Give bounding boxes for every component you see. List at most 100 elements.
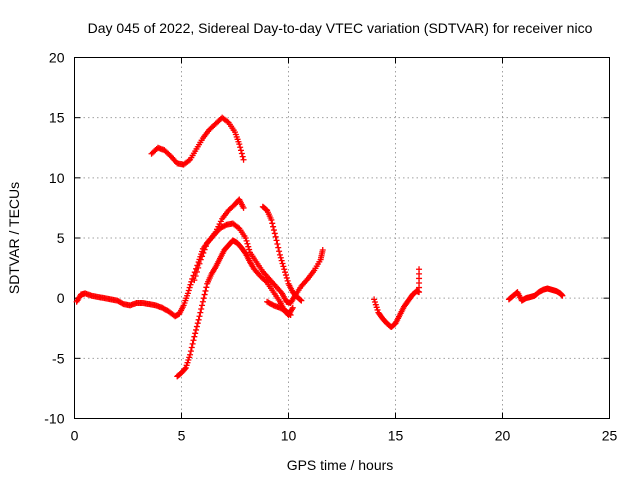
data-point xyxy=(190,337,197,344)
data-point xyxy=(237,147,244,154)
data-point xyxy=(274,241,281,248)
data-point xyxy=(199,302,206,309)
y-tick-label: -5 xyxy=(52,350,65,366)
data-point xyxy=(239,153,246,160)
data-point xyxy=(197,309,204,316)
data-point xyxy=(276,251,283,258)
data-point xyxy=(283,274,290,281)
data-point xyxy=(238,150,245,157)
data-point xyxy=(202,287,209,294)
axis-ticks xyxy=(74,57,610,419)
data-point xyxy=(198,305,205,312)
data-point xyxy=(289,304,296,311)
data-point xyxy=(284,277,291,284)
series-arc-15h xyxy=(371,266,423,331)
y-axis-title: SDTVAR / TECUs xyxy=(6,182,22,294)
data-point xyxy=(201,291,208,298)
data-point xyxy=(269,220,276,227)
data-point xyxy=(192,330,199,337)
data-point xyxy=(185,287,192,294)
y-tick-label: 15 xyxy=(49,110,65,126)
data-point xyxy=(262,278,269,285)
data-point xyxy=(202,243,209,250)
series-arc-22h xyxy=(505,285,566,304)
data-point xyxy=(281,266,288,273)
data-point xyxy=(240,156,247,163)
x-tick-label: 15 xyxy=(388,428,404,444)
data-point xyxy=(280,263,287,270)
data-point xyxy=(201,246,208,253)
x-tick-label: 25 xyxy=(602,428,618,444)
data-point xyxy=(196,260,203,267)
data-point xyxy=(282,272,289,279)
data-point xyxy=(286,311,293,318)
data-point xyxy=(246,246,253,253)
y-tick-label: 20 xyxy=(49,50,65,66)
series-arc-mid-high xyxy=(191,220,326,306)
data-point xyxy=(279,260,286,267)
data-point xyxy=(200,249,207,256)
data-point xyxy=(197,256,204,263)
x-tick-label: 0 xyxy=(71,428,79,444)
data-point xyxy=(191,277,198,284)
data-point xyxy=(193,326,200,333)
y-tick-label: -10 xyxy=(44,411,64,427)
x-axis-title: GPS time / hours xyxy=(287,457,394,473)
data-point xyxy=(192,273,199,280)
x-tick-label: 20 xyxy=(495,428,511,444)
data-series xyxy=(73,114,566,380)
y-tick-label: 10 xyxy=(49,170,65,186)
data-point xyxy=(185,157,192,164)
series-arc-drop xyxy=(259,203,305,304)
data-point xyxy=(193,323,200,330)
data-point xyxy=(200,295,207,302)
data-point xyxy=(416,266,423,273)
data-point xyxy=(189,340,196,347)
data-point xyxy=(195,316,202,323)
data-point xyxy=(199,298,206,305)
x-tick-label: 10 xyxy=(281,428,297,444)
data-point xyxy=(297,296,304,303)
data-point xyxy=(193,268,200,275)
data-point xyxy=(270,223,277,230)
data-point xyxy=(287,312,294,319)
data-point xyxy=(194,320,201,327)
data-point xyxy=(273,237,280,244)
x-tick-labels: 0 5 10 15 20 25 xyxy=(71,428,618,444)
data-point xyxy=(181,365,188,372)
data-point xyxy=(236,141,243,148)
data-point xyxy=(240,204,247,211)
y-tick-label: 5 xyxy=(57,230,65,246)
x-tick-label: 5 xyxy=(178,428,186,444)
data-point xyxy=(276,248,283,255)
data-point xyxy=(203,284,210,291)
y-tick-label: 0 xyxy=(57,290,65,306)
series-arc-upper xyxy=(148,114,247,168)
data-point xyxy=(188,344,195,351)
data-point xyxy=(242,235,249,241)
data-point xyxy=(277,254,284,261)
data-point xyxy=(278,257,285,264)
grid xyxy=(74,57,610,419)
series-arc-rise-low xyxy=(174,237,296,380)
data-point xyxy=(268,216,275,223)
data-point xyxy=(282,269,289,276)
data-point xyxy=(244,240,251,247)
y-tick-labels: -10 -5 0 5 10 15 20 xyxy=(44,50,64,427)
data-point xyxy=(184,290,191,297)
data-point xyxy=(196,313,203,320)
data-point xyxy=(298,297,305,304)
data-point xyxy=(195,264,202,271)
data-point xyxy=(245,243,252,250)
data-point xyxy=(559,292,566,299)
data-point xyxy=(319,247,326,254)
chart-title: Day 045 of 2022, Sidereal Day-to-day VTE… xyxy=(88,20,593,36)
data-point xyxy=(186,284,193,291)
data-point xyxy=(191,333,198,340)
data-point xyxy=(237,144,244,151)
data-point xyxy=(270,227,277,234)
data-point xyxy=(275,244,282,251)
data-point xyxy=(187,281,194,288)
data-point xyxy=(272,233,279,240)
